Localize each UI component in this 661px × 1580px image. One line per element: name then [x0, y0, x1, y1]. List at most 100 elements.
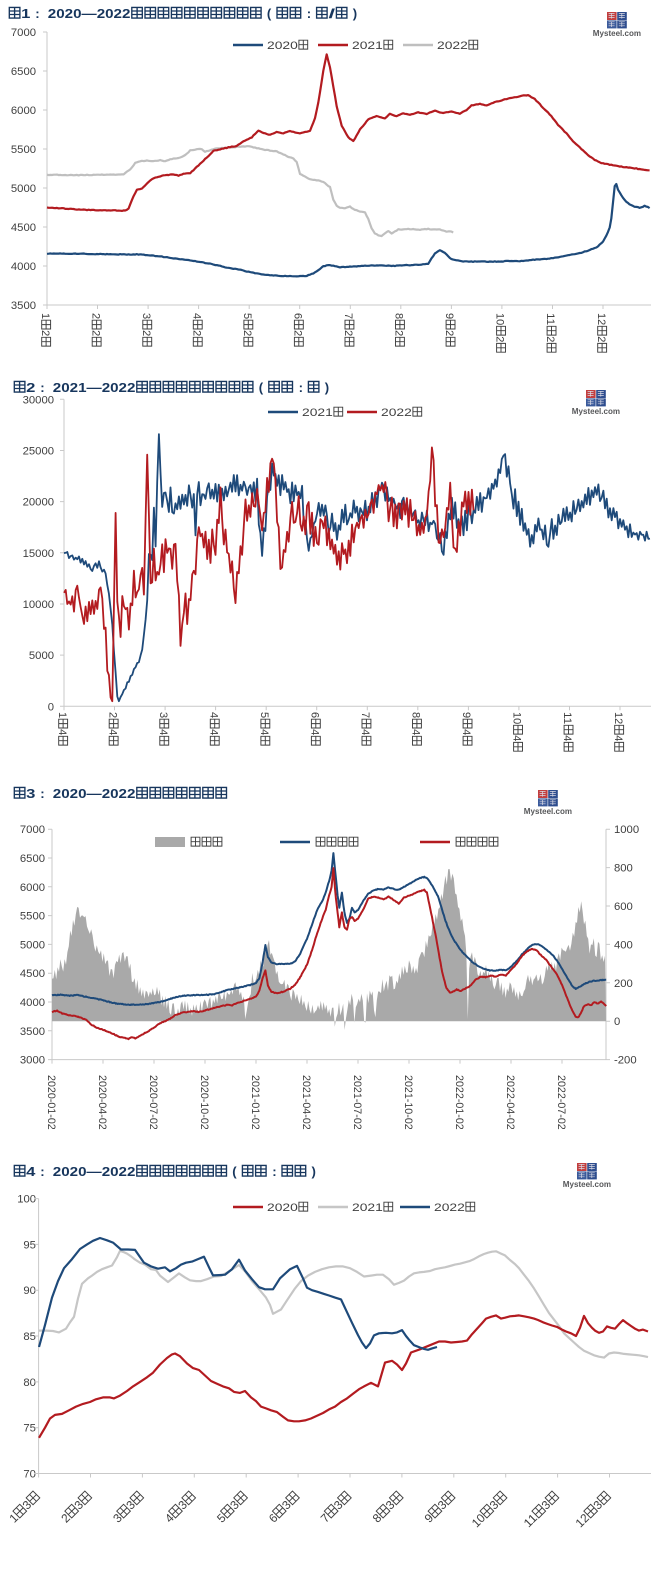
svg-text:5: 5	[241, 313, 253, 319]
svg-text:2020—2022: 2020—2022	[49, 786, 136, 801]
svg-text:80: 80	[23, 1377, 36, 1389]
svg-text:6: 6	[309, 712, 321, 718]
svg-text:5500: 5500	[20, 911, 45, 923]
svg-text:2: 2	[26, 380, 35, 395]
svg-text:2: 2	[89, 313, 101, 319]
svg-text:2022-07-02: 2022-07-02	[555, 1075, 567, 1130]
svg-text:95: 95	[23, 1239, 36, 1251]
svg-text:2021: 2021	[352, 40, 383, 52]
svg-text:(: (	[259, 380, 264, 395]
svg-text:4: 4	[561, 735, 573, 741]
svg-text:7: 7	[359, 712, 371, 718]
svg-text:): )	[325, 380, 329, 395]
svg-text:2: 2	[595, 336, 607, 342]
svg-text:5000: 5000	[29, 650, 54, 662]
svg-text:): )	[353, 6, 357, 21]
svg-text:4: 4	[190, 313, 202, 319]
svg-text:2022: 2022	[381, 407, 412, 419]
svg-text:2: 2	[39, 330, 51, 336]
svg-text:2020: 2020	[267, 1202, 298, 1214]
svg-text:30000: 30000	[23, 394, 54, 406]
svg-text:Mysteel.com: Mysteel.com	[593, 28, 642, 38]
svg-text:2022-04-02: 2022-04-02	[504, 1075, 516, 1130]
svg-text:85: 85	[23, 1331, 36, 1343]
svg-text::: :	[272, 1164, 276, 1179]
svg-text:4000: 4000	[20, 997, 45, 1009]
svg-text:2020-01-02: 2020-01-02	[45, 1075, 57, 1130]
svg-text:4: 4	[26, 1164, 36, 1179]
svg-text:): )	[312, 1164, 316, 1179]
svg-text:5500: 5500	[11, 144, 36, 156]
svg-text:3: 3	[26, 786, 35, 801]
svg-text:90: 90	[23, 1285, 36, 1297]
svg-text:2021—2022: 2021—2022	[49, 380, 136, 395]
svg-text:3: 3	[140, 313, 152, 319]
svg-text:2022: 2022	[437, 40, 468, 52]
svg-text:2021: 2021	[302, 407, 333, 419]
svg-text:20000: 20000	[23, 497, 54, 509]
svg-text:4: 4	[511, 735, 523, 741]
svg-text:Mysteel.com: Mysteel.com	[572, 406, 621, 416]
svg-text:1000: 1000	[614, 824, 639, 836]
svg-text:2: 2	[342, 330, 354, 336]
svg-text:4: 4	[410, 729, 422, 735]
svg-text::: :	[307, 6, 311, 21]
svg-text:4: 4	[309, 729, 321, 735]
svg-text:Mysteel.com: Mysteel.com	[563, 1179, 612, 1189]
svg-text::: :	[35, 6, 39, 21]
svg-text:2: 2	[89, 330, 101, 336]
svg-text:2022: 2022	[434, 1202, 465, 1214]
svg-text:1: 1	[21, 6, 30, 21]
svg-text:200: 200	[614, 978, 633, 990]
svg-text:4500: 4500	[20, 968, 45, 980]
svg-text:4: 4	[359, 729, 371, 735]
svg-text:0: 0	[48, 701, 54, 713]
svg-text:2020-07-02: 2020-07-02	[147, 1075, 159, 1130]
svg-text:2: 2	[140, 330, 152, 336]
svg-text:2020-10-02: 2020-10-02	[198, 1075, 210, 1130]
svg-text:7000: 7000	[11, 27, 36, 39]
svg-text:6500: 6500	[11, 66, 36, 78]
svg-text:400: 400	[614, 939, 633, 951]
svg-text:2: 2	[544, 336, 556, 342]
svg-text::: :	[40, 786, 44, 801]
svg-text:8: 8	[410, 712, 422, 718]
svg-text:9: 9	[443, 313, 455, 319]
svg-text:4: 4	[207, 729, 219, 735]
svg-text:3000: 3000	[20, 1055, 45, 1067]
svg-text:8: 8	[393, 313, 405, 319]
svg-text:4000: 4000	[11, 261, 36, 273]
svg-text:1: 1	[56, 712, 68, 718]
svg-text:2: 2	[443, 330, 455, 336]
svg-text:Mysteel.com: Mysteel.com	[524, 806, 573, 816]
svg-text:4: 4	[157, 729, 169, 735]
svg-text:0: 0	[614, 1016, 620, 1028]
svg-text:3500: 3500	[11, 300, 36, 312]
svg-text:2: 2	[494, 336, 506, 342]
svg-text:(: (	[267, 6, 272, 21]
svg-text:4: 4	[460, 729, 472, 735]
svg-text:9: 9	[460, 712, 472, 718]
svg-text:6: 6	[292, 313, 304, 319]
svg-text::: :	[40, 380, 44, 395]
svg-text:70: 70	[23, 1469, 36, 1481]
svg-text:25000: 25000	[23, 446, 54, 458]
svg-text:2020—2022: 2020—2022	[44, 6, 131, 21]
svg-text:2: 2	[241, 330, 253, 336]
svg-text:5000: 5000	[20, 939, 45, 951]
svg-text:4: 4	[56, 729, 68, 735]
svg-text::: :	[40, 1164, 44, 1179]
svg-text:6000: 6000	[11, 105, 36, 117]
svg-text::: :	[299, 380, 303, 395]
svg-text:(: (	[232, 1164, 237, 1179]
svg-text:11: 11	[561, 712, 573, 724]
svg-text:2: 2	[106, 712, 118, 718]
svg-text:4: 4	[258, 729, 270, 735]
svg-text:12: 12	[612, 712, 624, 724]
svg-text:2: 2	[190, 330, 202, 336]
svg-text:15000: 15000	[23, 548, 54, 560]
svg-text:2: 2	[393, 330, 405, 336]
svg-text:/: /	[329, 6, 336, 21]
svg-text:7000: 7000	[20, 824, 45, 836]
svg-text:2020—2022: 2020—2022	[49, 1164, 136, 1179]
